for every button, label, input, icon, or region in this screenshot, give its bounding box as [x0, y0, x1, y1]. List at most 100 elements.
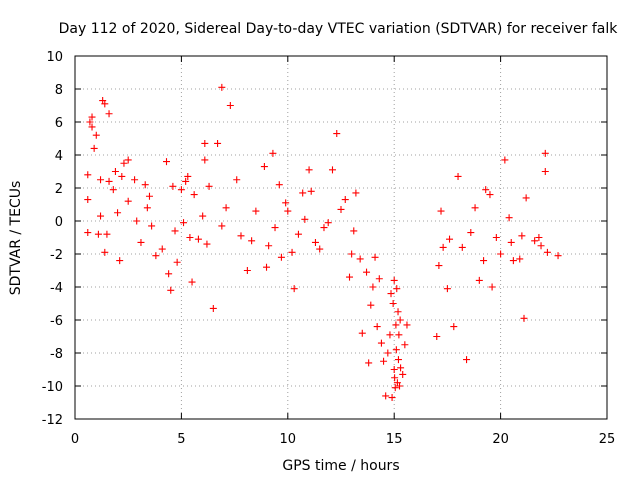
data-point [118, 172, 126, 180]
x-tick-label: 5 [177, 432, 185, 447]
data-point [305, 166, 313, 174]
data-point [388, 394, 396, 402]
y-tick-label: -4 [50, 281, 63, 296]
x-axis-label: GPS time / hours [282, 458, 399, 474]
data-point [397, 364, 405, 372]
data-point [203, 240, 211, 248]
data-point [101, 248, 109, 256]
data-point [218, 83, 226, 91]
data-point [373, 323, 381, 331]
data-point [184, 172, 192, 180]
y-tick-label: 2 [55, 182, 63, 197]
data-point [396, 382, 404, 390]
data-point [137, 238, 145, 246]
data-point [226, 102, 234, 109]
y-tick-label: 8 [55, 83, 63, 98]
y-tick-label: 6 [55, 116, 63, 131]
x-tick-label: 25 [599, 432, 616, 447]
data-point [180, 219, 188, 227]
data-point [356, 255, 364, 263]
data-point [497, 250, 505, 258]
data-point [543, 248, 551, 256]
data-point [92, 131, 100, 139]
data-point [105, 110, 113, 118]
data-point [307, 187, 315, 195]
data-point [396, 316, 404, 324]
data-point [365, 359, 373, 367]
data-point [269, 149, 277, 157]
data-point [454, 172, 462, 180]
data-point [103, 230, 111, 238]
data-point [299, 189, 307, 197]
data-point [84, 171, 92, 179]
data-point [337, 205, 345, 213]
data-point [252, 207, 260, 215]
data-point [387, 290, 395, 298]
data-point [237, 232, 245, 240]
data-point [131, 176, 139, 184]
data-point [363, 268, 371, 276]
data-point [275, 181, 283, 189]
data-point [377, 339, 385, 347]
y-tick-label: -10 [42, 380, 63, 395]
data-point [233, 176, 241, 184]
y-axis-ticks: -12 -10 -8 -6 -4 -2 0 2 4 6 8 10 [42, 50, 607, 428]
data-point [97, 212, 105, 220]
data-point [403, 321, 411, 329]
data-point [371, 253, 379, 261]
data-point [471, 204, 479, 212]
data-point [324, 219, 332, 227]
x-axis-ticks: 0 5 10 15 20 25 [71, 56, 615, 447]
data-point [188, 278, 196, 286]
data-point [320, 224, 328, 232]
data-point [284, 207, 292, 215]
data-point [367, 301, 375, 309]
data-point [341, 196, 349, 204]
data-point [392, 321, 400, 329]
data-point [90, 144, 98, 152]
data-point [316, 245, 324, 253]
data-point [463, 356, 471, 364]
data-point [352, 189, 360, 197]
data-point [358, 329, 366, 337]
data-point [505, 214, 513, 222]
data-point [386, 331, 394, 339]
data-point [394, 356, 402, 364]
data-point [395, 331, 403, 339]
data-point [222, 204, 230, 212]
data-point [248, 237, 256, 245]
data-point [199, 212, 207, 220]
y-tick-label: -8 [50, 347, 63, 362]
data-point [88, 113, 96, 121]
data-points [84, 83, 562, 402]
data-point [133, 217, 141, 225]
data-point [399, 370, 407, 378]
y-tick-label: -6 [50, 314, 63, 329]
data-point [218, 222, 226, 230]
data-point [165, 270, 173, 278]
data-point [346, 273, 354, 281]
x-tick-label: 10 [280, 432, 297, 447]
data-point [201, 156, 209, 164]
data-point [201, 139, 209, 147]
data-point [109, 186, 117, 194]
data-point [520, 314, 528, 322]
data-point [214, 139, 222, 147]
data-point [186, 234, 194, 241]
data-point [384, 349, 392, 357]
data-point [173, 258, 181, 266]
data-point [492, 234, 500, 241]
data-point [88, 123, 96, 131]
data-point [390, 366, 398, 373]
data-point [194, 235, 202, 243]
data-point [488, 283, 496, 291]
data-point [391, 374, 399, 382]
data-point [348, 250, 356, 258]
data-point [446, 235, 454, 243]
data-point [265, 242, 273, 250]
data-point [294, 230, 302, 238]
data-point [516, 255, 524, 263]
data-point [124, 197, 132, 205]
data-point [263, 263, 271, 271]
data-point [205, 182, 213, 190]
